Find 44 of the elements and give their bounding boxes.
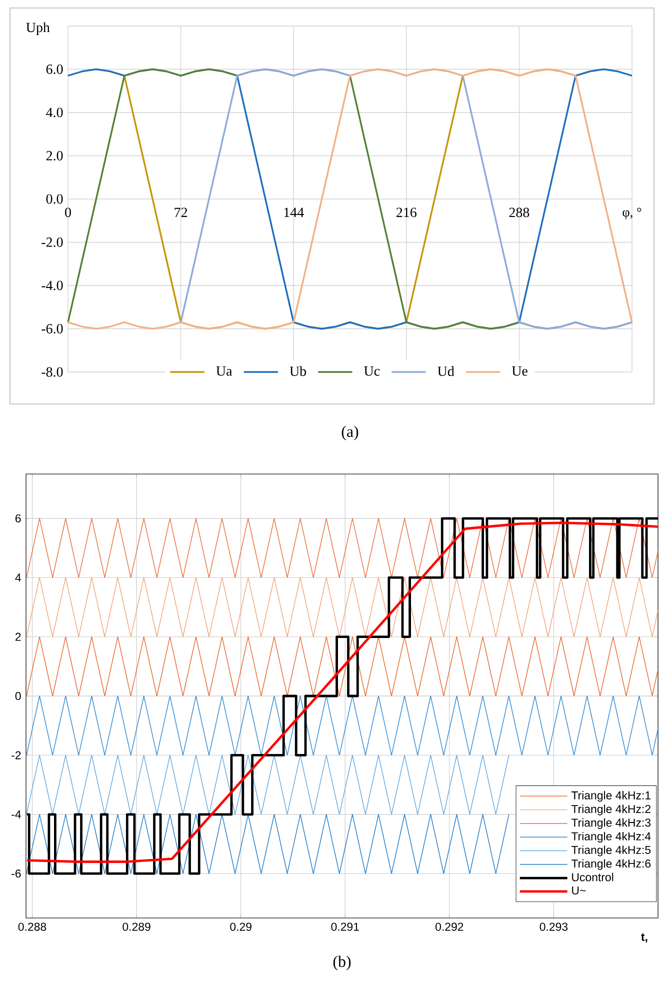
legend-label: Triangle 4kHz:3	[571, 818, 651, 829]
text: (b)	[333, 956, 351, 970]
x-tick-label: 0.29	[230, 922, 252, 931]
legend-label: Ua	[216, 366, 232, 376]
text: (a)	[342, 426, 358, 440]
x-axis-title: φ, °	[622, 208, 642, 220]
y-tick-label: -6	[12, 870, 21, 878]
legend-label: Ub	[290, 366, 306, 376]
y-axis-title: Uph	[26, 22, 50, 35]
legend-label: Triangle 4kHz:1	[571, 791, 650, 802]
y-tick-label: -2	[12, 751, 21, 760]
y-tick-label: 2.0	[46, 151, 63, 160]
x-tick-label: 0.289	[122, 922, 150, 931]
y-tick-label: 2	[16, 632, 21, 641]
legend-label: Triangle 4kHz:6	[571, 859, 651, 870]
legend-label: Triangle 4kHz:4	[571, 832, 651, 843]
y-tick-label: 0	[15, 692, 21, 700]
legend-label: Triangle 4kHz:5	[571, 846, 651, 856]
y-tick-label: 4	[15, 574, 21, 582]
legend-label: Uc	[364, 366, 380, 376]
legend-label: Ue	[512, 366, 528, 376]
y-tick-label: -4.0	[42, 280, 63, 290]
legend-label: Ud	[438, 366, 454, 376]
y-tick-label: -2.0	[42, 237, 63, 247]
y-tick-label: -6.0	[42, 324, 63, 334]
x-tick-label: 216	[396, 208, 416, 218]
y-tick-label: 4.0	[46, 108, 63, 118]
y-tick-label: 6	[16, 514, 21, 522]
legend-label: Ucontrol	[572, 872, 614, 882]
x-tick-label: 0.291	[331, 922, 359, 931]
x-axis-title: t,	[641, 933, 648, 943]
x-tick-label: 0.292	[436, 922, 464, 931]
x-tick-label: 144	[284, 208, 304, 217]
y-tick-label: -8.0	[42, 367, 63, 377]
x-tick-label: 288	[509, 208, 530, 218]
x-tick-label: 72	[174, 208, 188, 217]
x-tick-label: 0.293	[540, 922, 568, 931]
y-tick-label: 6.0	[46, 64, 63, 74]
legend-label: Triangle 4kHz:2	[571, 804, 650, 816]
y-tick-label: -4	[12, 810, 21, 818]
legend-label: U~	[572, 886, 586, 894]
x-tick-label: 0.288	[18, 922, 46, 931]
y-tick-label: 0.0	[46, 194, 63, 204]
x-tick-label: 0	[65, 208, 71, 218]
